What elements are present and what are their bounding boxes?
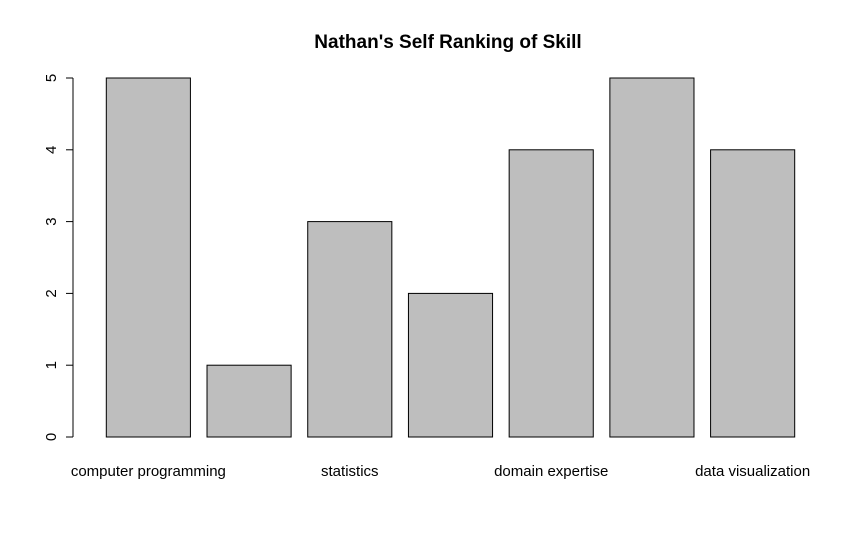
bar <box>206 364 292 438</box>
y-tick-label: 1 <box>43 361 60 369</box>
bar <box>508 149 594 438</box>
bar <box>710 149 796 438</box>
x-category-label: statistics <box>321 463 379 480</box>
bar <box>407 292 494 438</box>
y-tick-label: 0 <box>43 433 60 441</box>
bar <box>105 77 191 438</box>
x-category-label: domain expertise <box>494 463 608 480</box>
x-category-label: computer programming <box>71 463 226 480</box>
x-category-label: data visualization <box>695 463 810 480</box>
y-tick-label: 2 <box>43 289 60 297</box>
chart-title: Nathan's Self Ranking of Skill <box>314 32 581 53</box>
y-axis: 0 1 2 3 4 5 <box>43 74 74 441</box>
bars <box>105 77 796 438</box>
y-tick-label: 3 <box>43 217 60 225</box>
x-axis-labels: computer programming statistics domain exp… <box>71 463 810 480</box>
y-tick-label: 5 <box>43 74 60 82</box>
bar <box>307 221 393 438</box>
y-tick-label: 4 <box>43 146 60 154</box>
bar <box>609 77 695 438</box>
